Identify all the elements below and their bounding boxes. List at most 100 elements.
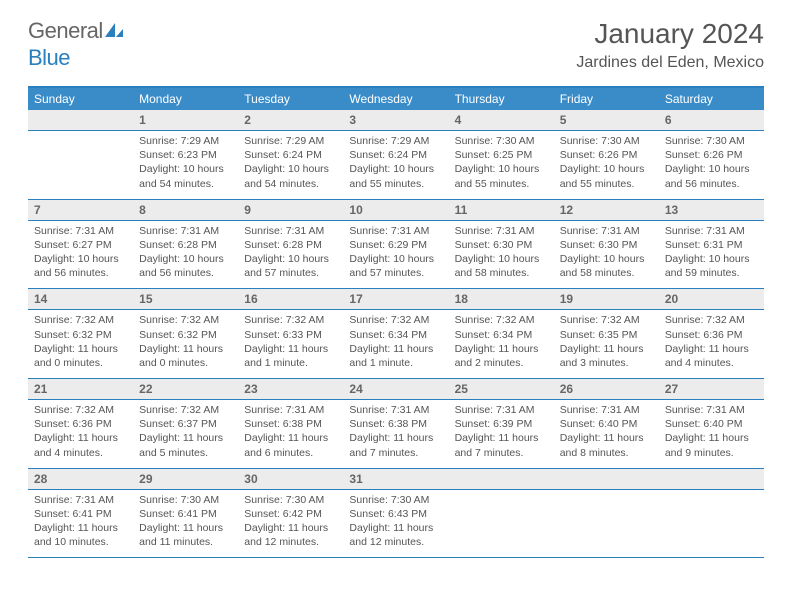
daynum: 23 — [238, 379, 343, 399]
day-cell: Sunrise: 7:31 AMSunset: 6:38 PMDaylight:… — [238, 400, 343, 468]
logo-sail-icon — [105, 19, 125, 45]
sunset: Sunset: 6:27 PM — [34, 238, 127, 252]
daynum: 3 — [343, 110, 448, 130]
daynum: 5 — [554, 110, 659, 130]
daynum — [28, 110, 133, 130]
day-cell: Sunrise: 7:31 AMSunset: 6:41 PMDaylight:… — [28, 490, 133, 558]
sunrise: Sunrise: 7:29 AM — [349, 134, 442, 148]
daylight: Daylight: 11 hours and 7 minutes. — [349, 431, 442, 459]
sunset: Sunset: 6:32 PM — [139, 328, 232, 342]
day-cell: Sunrise: 7:32 AMSunset: 6:36 PMDaylight:… — [28, 400, 133, 468]
daylight: Daylight: 10 hours and 54 minutes. — [139, 162, 232, 190]
sunset: Sunset: 6:30 PM — [455, 238, 548, 252]
day-cell: Sunrise: 7:31 AMSunset: 6:40 PMDaylight:… — [659, 400, 764, 468]
sunset: Sunset: 6:42 PM — [244, 507, 337, 521]
day-cell: Sunrise: 7:30 AMSunset: 6:43 PMDaylight:… — [343, 490, 448, 558]
daynum: 11 — [449, 200, 554, 220]
sunrise: Sunrise: 7:31 AM — [34, 493, 127, 507]
sunrise: Sunrise: 7:32 AM — [349, 313, 442, 327]
daylight: Daylight: 11 hours and 10 minutes. — [34, 521, 127, 549]
sunrise: Sunrise: 7:32 AM — [139, 403, 232, 417]
daynum: 26 — [554, 379, 659, 399]
sunrise: Sunrise: 7:31 AM — [665, 403, 758, 417]
dow-row: SundayMondayTuesdayWednesdayThursdayFrid… — [28, 88, 764, 110]
daynum: 16 — [238, 289, 343, 309]
sunrise: Sunrise: 7:29 AM — [139, 134, 232, 148]
daynum: 18 — [449, 289, 554, 309]
day-cell: Sunrise: 7:32 AMSunset: 6:37 PMDaylight:… — [133, 400, 238, 468]
week-3-content: Sunrise: 7:32 AMSunset: 6:36 PMDaylight:… — [28, 400, 764, 469]
week-4-content: Sunrise: 7:31 AMSunset: 6:41 PMDaylight:… — [28, 490, 764, 559]
daylight: Daylight: 11 hours and 4 minutes. — [34, 431, 127, 459]
sunset: Sunset: 6:23 PM — [139, 148, 232, 162]
sunrise: Sunrise: 7:30 AM — [244, 493, 337, 507]
daylight: Daylight: 10 hours and 58 minutes. — [455, 252, 548, 280]
sunrise: Sunrise: 7:31 AM — [34, 224, 127, 238]
daylight: Daylight: 10 hours and 55 minutes. — [349, 162, 442, 190]
daynum: 1 — [133, 110, 238, 130]
daynum — [449, 469, 554, 489]
day-cell: Sunrise: 7:31 AMSunset: 6:40 PMDaylight:… — [554, 400, 659, 468]
day-cell: Sunrise: 7:31 AMSunset: 6:39 PMDaylight:… — [449, 400, 554, 468]
day-cell: Sunrise: 7:32 AMSunset: 6:35 PMDaylight:… — [554, 310, 659, 378]
sunrise: Sunrise: 7:31 AM — [244, 403, 337, 417]
logo-text: GeneralBlue — [28, 18, 125, 71]
day-cell: Sunrise: 7:31 AMSunset: 6:38 PMDaylight:… — [343, 400, 448, 468]
daynum — [659, 469, 764, 489]
sunset: Sunset: 6:26 PM — [665, 148, 758, 162]
sunset: Sunset: 6:33 PM — [244, 328, 337, 342]
week-3-nums: 21222324252627 — [28, 379, 764, 400]
logo: GeneralBlue — [28, 18, 125, 71]
sunset: Sunset: 6:40 PM — [665, 417, 758, 431]
day-cell: Sunrise: 7:30 AMSunset: 6:41 PMDaylight:… — [133, 490, 238, 558]
header: GeneralBlue January 2024 Jardines del Ed… — [0, 0, 792, 80]
sunrise: Sunrise: 7:32 AM — [560, 313, 653, 327]
daylight: Daylight: 11 hours and 12 minutes. — [349, 521, 442, 549]
daynum: 19 — [554, 289, 659, 309]
day-cell: Sunrise: 7:31 AMSunset: 6:28 PMDaylight:… — [133, 221, 238, 289]
sunset: Sunset: 6:25 PM — [455, 148, 548, 162]
day-cell: Sunrise: 7:32 AMSunset: 6:33 PMDaylight:… — [238, 310, 343, 378]
daylight: Daylight: 11 hours and 12 minutes. — [244, 521, 337, 549]
daynum: 31 — [343, 469, 448, 489]
daylight: Daylight: 11 hours and 0 minutes. — [139, 342, 232, 370]
sunset: Sunset: 6:38 PM — [244, 417, 337, 431]
daylight: Daylight: 10 hours and 55 minutes. — [455, 162, 548, 190]
logo-word2: Blue — [28, 45, 70, 70]
day-cell: Sunrise: 7:31 AMSunset: 6:31 PMDaylight:… — [659, 221, 764, 289]
sunset: Sunset: 6:35 PM — [560, 328, 653, 342]
day-cell: Sunrise: 7:30 AMSunset: 6:26 PMDaylight:… — [659, 131, 764, 199]
sunrise: Sunrise: 7:31 AM — [244, 224, 337, 238]
daynum: 20 — [659, 289, 764, 309]
daylight: Daylight: 10 hours and 58 minutes. — [560, 252, 653, 280]
sunset: Sunset: 6:41 PM — [34, 507, 127, 521]
daylight: Daylight: 10 hours and 59 minutes. — [665, 252, 758, 280]
logo-word1: General — [28, 18, 103, 43]
sunset: Sunset: 6:32 PM — [34, 328, 127, 342]
sunrise: Sunrise: 7:32 AM — [139, 313, 232, 327]
week-2-content: Sunrise: 7:32 AMSunset: 6:32 PMDaylight:… — [28, 310, 764, 379]
title-block: January 2024 Jardines del Eden, Mexico — [576, 18, 764, 72]
daynum: 10 — [343, 200, 448, 220]
daylight: Daylight: 10 hours and 56 minutes. — [665, 162, 758, 190]
sunrise: Sunrise: 7:31 AM — [455, 224, 548, 238]
daylight: Daylight: 10 hours and 56 minutes. — [139, 252, 232, 280]
sunset: Sunset: 6:28 PM — [139, 238, 232, 252]
sunset: Sunset: 6:36 PM — [34, 417, 127, 431]
day-cell: Sunrise: 7:32 AMSunset: 6:34 PMDaylight:… — [449, 310, 554, 378]
sunrise: Sunrise: 7:31 AM — [139, 224, 232, 238]
sunrise: Sunrise: 7:31 AM — [455, 403, 548, 417]
day-cell: Sunrise: 7:30 AMSunset: 6:26 PMDaylight:… — [554, 131, 659, 199]
daynum: 27 — [659, 379, 764, 399]
dow-monday: Monday — [133, 88, 238, 110]
sunset: Sunset: 6:31 PM — [665, 238, 758, 252]
sunrise: Sunrise: 7:29 AM — [244, 134, 337, 148]
calendar: SundayMondayTuesdayWednesdayThursdayFrid… — [28, 86, 764, 558]
sunset: Sunset: 6:36 PM — [665, 328, 758, 342]
daylight: Daylight: 11 hours and 3 minutes. — [560, 342, 653, 370]
sunset: Sunset: 6:28 PM — [244, 238, 337, 252]
daynum: 12 — [554, 200, 659, 220]
daylight: Daylight: 10 hours and 56 minutes. — [34, 252, 127, 280]
daynum: 22 — [133, 379, 238, 399]
sunset: Sunset: 6:40 PM — [560, 417, 653, 431]
